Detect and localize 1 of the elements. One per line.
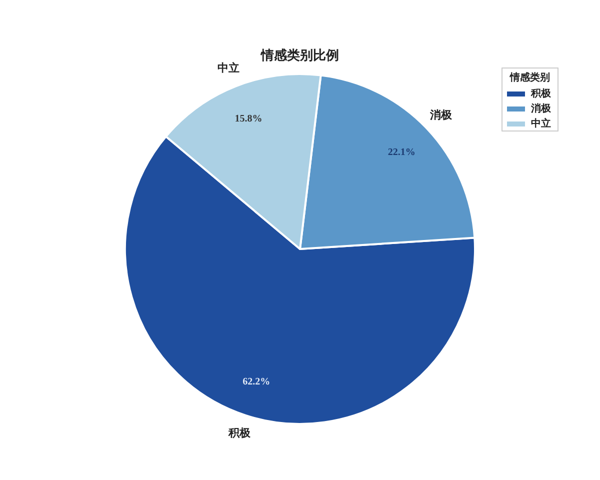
title: 情感类别比例 [261,48,339,62]
